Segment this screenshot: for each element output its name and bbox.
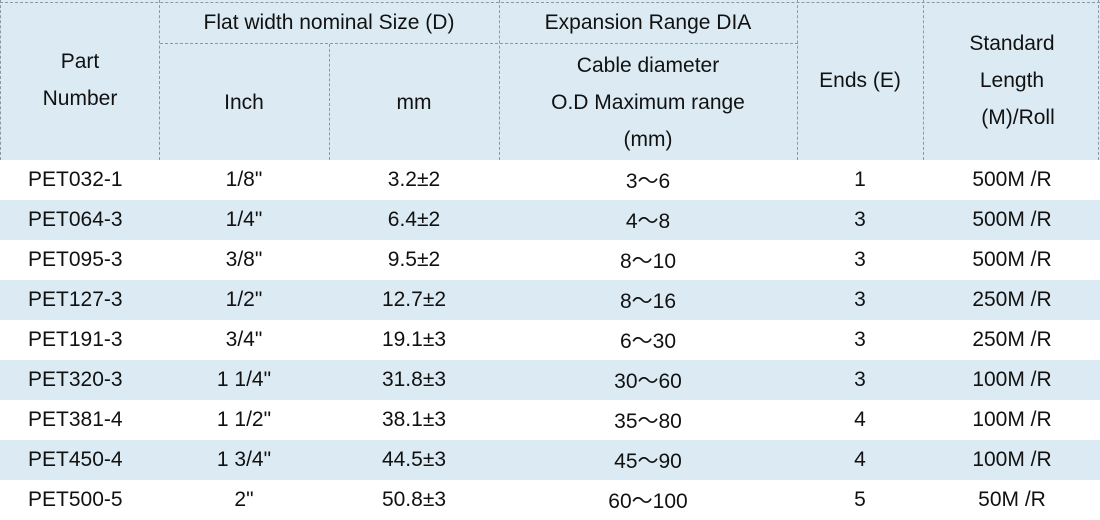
cell-part-number: PET095-3 — [28, 248, 123, 271]
cell-mm: 3.2±2 — [387, 168, 441, 191]
header-cable-line: O.D Maximum range — [551, 90, 745, 114]
cell-mm: 44.5±3 — [381, 448, 447, 471]
cell-length: 100M /R — [972, 448, 1052, 471]
header-column-divider — [797, 0, 798, 160]
cell-inch: 3/8" — [225, 248, 263, 271]
cell-part-number: PET191-3 — [28, 328, 123, 351]
cell-ends: 3 — [854, 368, 866, 391]
cell-ends: 4 — [854, 448, 866, 471]
header-ends: Ends (E) — [819, 68, 901, 92]
cell-inch: 1 3/4" — [216, 448, 272, 471]
table-row: PET064-3 1/4" 6.4±2 4～8 3 500M /R — [0, 200, 1100, 240]
cell-range: 35～80 — [614, 410, 682, 433]
cell-range: 30～60 — [614, 370, 682, 393]
cell-part-number: PET064-3 — [28, 208, 123, 231]
header-part-number-line: Number — [42, 87, 118, 110]
cell-inch: 1/8" — [225, 168, 263, 191]
header-sub-divider — [160, 43, 798, 44]
cell-length: 500M /R — [972, 168, 1052, 191]
header-cable-diameter: Cable diameter O.D Maximum range (mm) — [500, 44, 796, 160]
header-length-line: (M)/Roll — [981, 105, 1055, 129]
cell-ends: 3 — [854, 248, 866, 271]
header-inch: Inch — [224, 90, 264, 114]
cell-mm: 12.7±2 — [381, 288, 447, 311]
cell-range: 60～100 — [608, 490, 688, 513]
header-cable-line: (mm) — [623, 127, 673, 151]
header-cable-line: Cable diameter — [576, 53, 720, 77]
cell-part-number: PET500-5 — [28, 488, 123, 511]
header-part-number: Part Number — [0, 0, 160, 160]
cell-length: 100M /R — [972, 368, 1052, 391]
table-row: PET450-4 1 3/4" 44.5±3 45～90 4 100M /R — [0, 440, 1100, 480]
cell-inch: 3/4" — [225, 328, 263, 351]
table-row: PET095-3 3/8" 9.5±2 8～10 3 500M /R — [0, 240, 1100, 280]
cell-ends: 1 — [854, 168, 866, 191]
cell-length: 250M /R — [972, 288, 1052, 311]
cell-length: 500M /R — [972, 248, 1052, 271]
cell-ends: 5 — [854, 488, 866, 511]
cell-ends: 3 — [854, 288, 866, 311]
cell-mm: 19.1±3 — [381, 328, 447, 351]
table-header: Part Number Flat width nominal Size (D) … — [0, 0, 1100, 160]
header-expansion-range: Expansion Range DIA — [544, 10, 752, 34]
cell-length: 50M /R — [978, 488, 1046, 511]
cell-range: 4～8 — [625, 210, 671, 233]
cell-part-number: PET381-4 — [28, 408, 123, 431]
header-length-line: Standard — [969, 31, 1055, 55]
cell-part-number: PET320-3 — [28, 368, 123, 391]
cell-ends: 4 — [854, 408, 866, 431]
table-row: PET500-5 2" 50.8±3 60～100 5 50M /R — [0, 480, 1100, 520]
header-length-line: Length — [979, 68, 1045, 92]
cell-inch: 1/4" — [225, 208, 263, 231]
cell-inch: 1 1/4" — [216, 368, 272, 391]
table-row: PET127-3 1/2" 12.7±2 8～16 3 250M /R — [0, 280, 1100, 320]
cell-length: 500M /R — [972, 208, 1052, 231]
header-mm: mm — [396, 90, 432, 114]
cell-range: 8～10 — [619, 250, 677, 273]
table-row: PET320-3 1 1/4" 31.8±3 30～60 3 100M /R — [0, 360, 1100, 400]
cell-range: 6～30 — [619, 330, 677, 353]
table-row: PET191-3 3/4" 19.1±3 6～30 3 250M /R — [0, 320, 1100, 360]
cell-range: 45～90 — [614, 450, 682, 473]
cell-mm: 9.5±2 — [387, 248, 441, 271]
cell-part-number: PET127-3 — [28, 288, 123, 311]
header-column-divider — [923, 0, 924, 160]
cell-ends: 3 — [854, 328, 866, 351]
cell-inch: 1 1/2" — [216, 408, 272, 431]
cell-mm: 31.8±3 — [381, 368, 447, 391]
header-column-divider — [499, 0, 500, 160]
cell-mm: 6.4±2 — [387, 208, 441, 231]
header-column-divider — [0, 0, 1, 160]
cell-inch: 1/2" — [225, 288, 263, 311]
header-column-divider — [1098, 0, 1099, 160]
cell-inch: 2" — [234, 488, 254, 511]
table-row: PET032-1 1/8" 3.2±2 3～6 1 500M /R — [0, 160, 1100, 200]
cell-range: 8～16 — [619, 290, 677, 313]
cell-part-number: PET450-4 — [28, 448, 123, 471]
header-part-number-line: Part — [60, 50, 100, 73]
header-column-divider — [159, 0, 160, 160]
cell-ends: 3 — [854, 208, 866, 231]
cell-mm: 38.1±3 — [381, 408, 447, 431]
cell-part-number: PET032-1 — [28, 168, 123, 191]
header-standard-length: Standard Length (M)/Roll — [924, 0, 1100, 160]
header-top-border — [0, 2, 1100, 3]
cell-range: 3～6 — [625, 170, 671, 193]
cell-length: 250M /R — [972, 328, 1052, 351]
header-flat-width: Flat width nominal Size (D) — [203, 10, 455, 34]
cell-mm: 50.8±3 — [381, 488, 447, 511]
cell-length: 100M /R — [972, 408, 1052, 431]
table-row: PET381-4 1 1/2" 38.1±3 35～80 4 100M /R — [0, 400, 1100, 440]
header-column-divider — [329, 44, 330, 160]
